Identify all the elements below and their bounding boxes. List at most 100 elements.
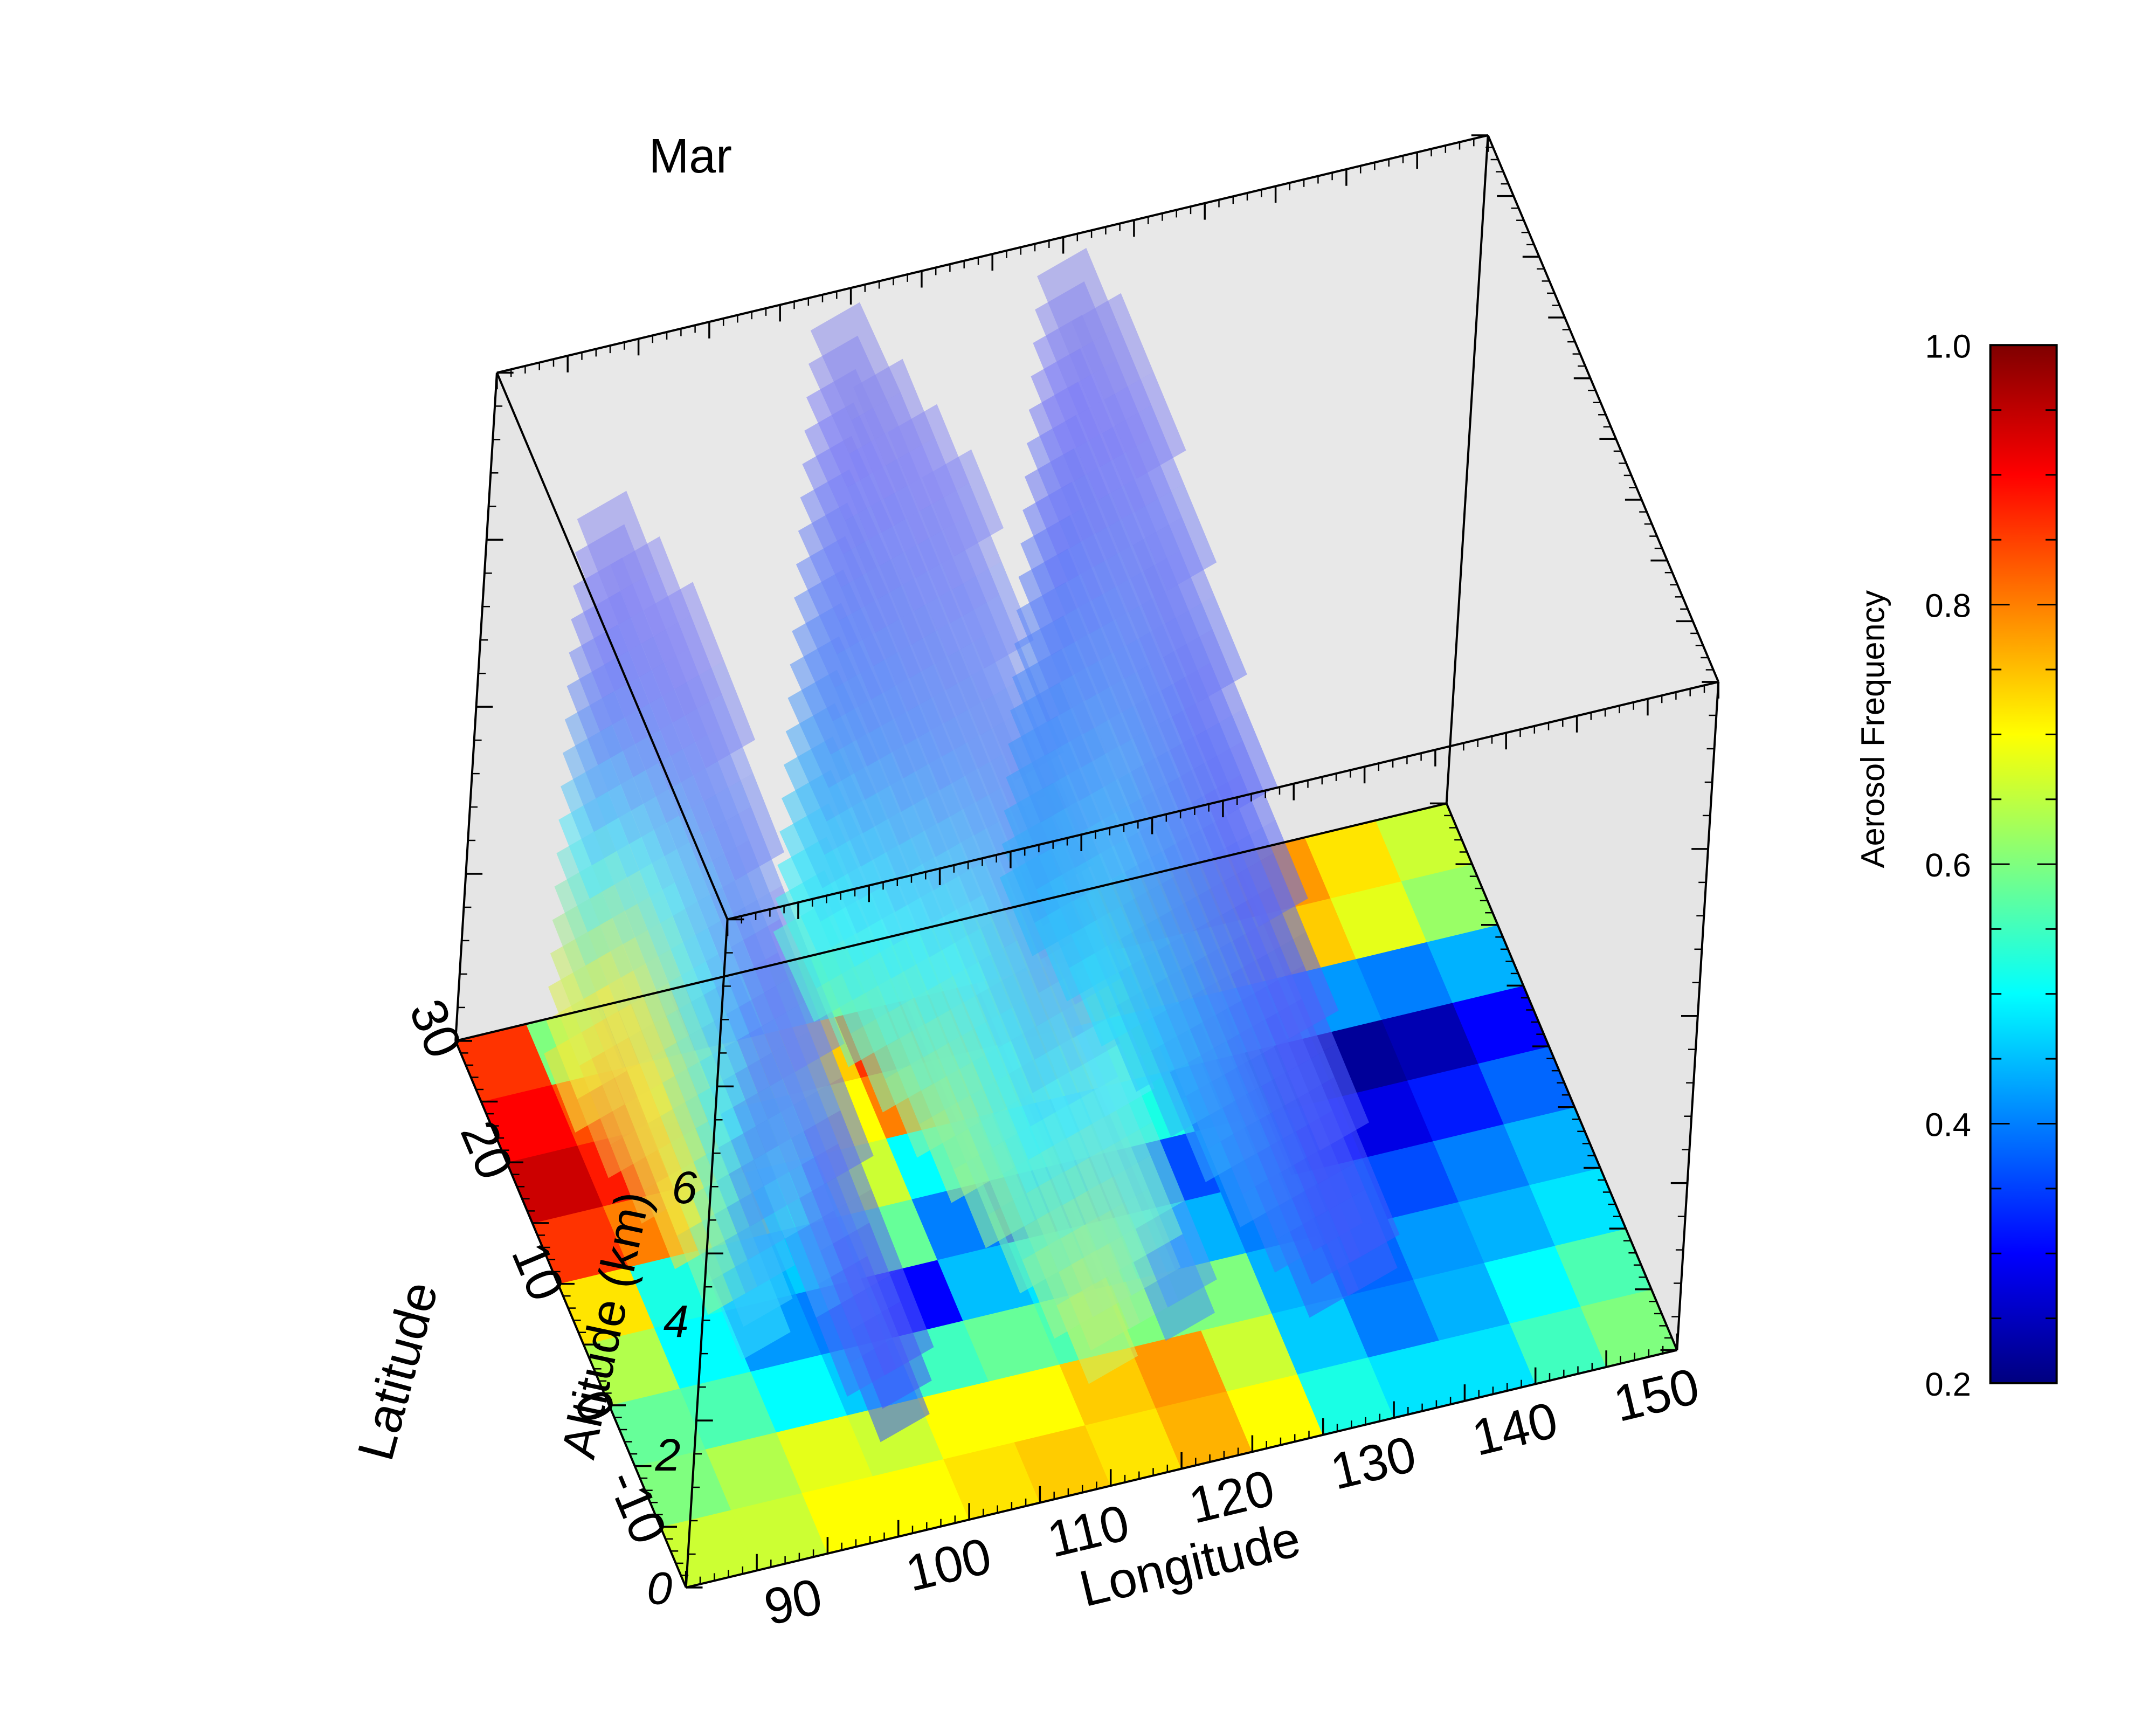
curtain-haze — [948, 628, 1030, 735]
curtain-cell — [936, 829, 1018, 936]
curtain-haze — [966, 941, 1048, 1048]
curtain-haze — [1028, 381, 1111, 489]
curtain-cell — [1118, 751, 1200, 858]
curtain-haze — [881, 504, 963, 611]
curtain-haze — [620, 949, 701, 1057]
curtain-haze — [1083, 706, 1165, 813]
curtain-haze — [861, 838, 943, 946]
curtain-haze — [1073, 1010, 1155, 1117]
curtain-cell — [600, 703, 681, 811]
curtain-cell — [790, 636, 880, 755]
colorbar-tick-label: 0.6 — [1925, 847, 1971, 884]
curtain-cell — [1100, 438, 1182, 546]
curtain-haze — [727, 985, 807, 1093]
curtain-haze — [826, 793, 908, 900]
curtain-cell — [627, 849, 708, 957]
curtain-cell — [1035, 281, 1117, 389]
curtain-haze — [804, 402, 895, 521]
curtain-cell — [837, 626, 918, 733]
curtain-haze — [558, 791, 639, 899]
curtain-haze — [806, 369, 897, 487]
curtain-haze — [851, 392, 933, 499]
curtain-cell — [1016, 582, 1098, 689]
curtain-cell — [906, 716, 987, 824]
curtain-haze — [722, 1052, 803, 1160]
curtain-haze — [833, 693, 915, 800]
curtain-haze — [1010, 682, 1092, 789]
curtain-cell — [1130, 550, 1213, 658]
curtain-haze — [950, 595, 1032, 702]
curtain-haze — [802, 436, 893, 554]
curtain-cell — [1222, 886, 1304, 993]
curtain-cell — [818, 1256, 899, 1363]
curtain-haze — [1059, 493, 1141, 601]
curtain-haze — [962, 1008, 1044, 1115]
curtain-cell — [1163, 629, 1245, 736]
curtain-cell — [861, 838, 943, 946]
curtain-cell — [1157, 729, 1239, 837]
curtain-cell — [1196, 708, 1278, 815]
curtain-haze — [845, 492, 927, 599]
curtain-haze — [783, 736, 874, 855]
curtain-cell — [756, 1098, 837, 1205]
curtain-haze — [1069, 326, 1152, 433]
curtain-cell — [1053, 594, 1135, 701]
curtain-haze — [879, 537, 961, 645]
curtain-haze — [641, 615, 722, 723]
curtain-haze — [1216, 986, 1298, 1094]
curtain-cell — [886, 437, 968, 544]
curtain-haze — [702, 806, 783, 914]
curtain-haze — [1036, 998, 1118, 1105]
curtain-cell — [608, 570, 689, 677]
curtain-cell — [796, 536, 886, 654]
curtain-haze — [608, 570, 689, 677]
curtain-cell — [554, 858, 635, 966]
curtain-haze — [598, 736, 679, 844]
curtain-haze — [1002, 953, 1084, 1060]
curtain-haze — [1226, 819, 1308, 927]
curtain-haze — [1130, 550, 1213, 658]
curtain-haze — [1185, 874, 1267, 982]
curtain-cell — [808, 335, 899, 454]
curtain-haze — [1061, 460, 1143, 567]
curtain-haze — [841, 559, 923, 666]
curtain-cell — [1152, 796, 1235, 903]
curtain-cell — [758, 1065, 839, 1172]
curtain-haze — [1127, 617, 1208, 724]
curtain-cell — [1010, 682, 1092, 789]
curtain-haze — [946, 661, 1028, 769]
curtain-haze — [798, 502, 888, 621]
curtain-cell — [946, 661, 1028, 769]
curtain-cell — [1069, 326, 1152, 433]
curtain-haze — [787, 670, 878, 788]
curtain-cell — [816, 1289, 897, 1397]
curtain-haze — [1034, 1031, 1116, 1138]
curtain-cell — [724, 1019, 805, 1127]
curtain-haze — [873, 638, 955, 745]
curtain-cell — [596, 770, 676, 878]
x-tick-label: 100 — [901, 1527, 997, 1603]
curtain-haze — [652, 1028, 733, 1136]
curtain-cell — [1057, 527, 1139, 634]
curtain-haze — [886, 437, 968, 544]
curtain-haze — [1049, 660, 1131, 768]
curtain-cell — [782, 770, 872, 888]
curtain-haze — [1012, 648, 1094, 756]
curtain-haze — [897, 850, 979, 957]
curtain-haze — [1287, 1044, 1369, 1151]
curtain-cell — [944, 695, 1026, 802]
curtain-haze — [1120, 717, 1203, 825]
curtain-haze — [724, 1019, 805, 1127]
curtain-haze — [1067, 360, 1150, 467]
curtain-haze — [1096, 505, 1178, 612]
curtain-haze — [685, 1074, 766, 1181]
curtain-cell — [691, 974, 772, 1081]
curtain-haze — [1254, 965, 1337, 1072]
curtain-cell — [916, 549, 998, 657]
curtain-haze — [1016, 582, 1098, 689]
curtain-haze — [660, 894, 741, 1002]
curtain-cell — [798, 502, 888, 621]
curtain-haze — [875, 604, 957, 712]
curtain-cell — [804, 402, 895, 521]
curtain-cell — [800, 469, 890, 588]
